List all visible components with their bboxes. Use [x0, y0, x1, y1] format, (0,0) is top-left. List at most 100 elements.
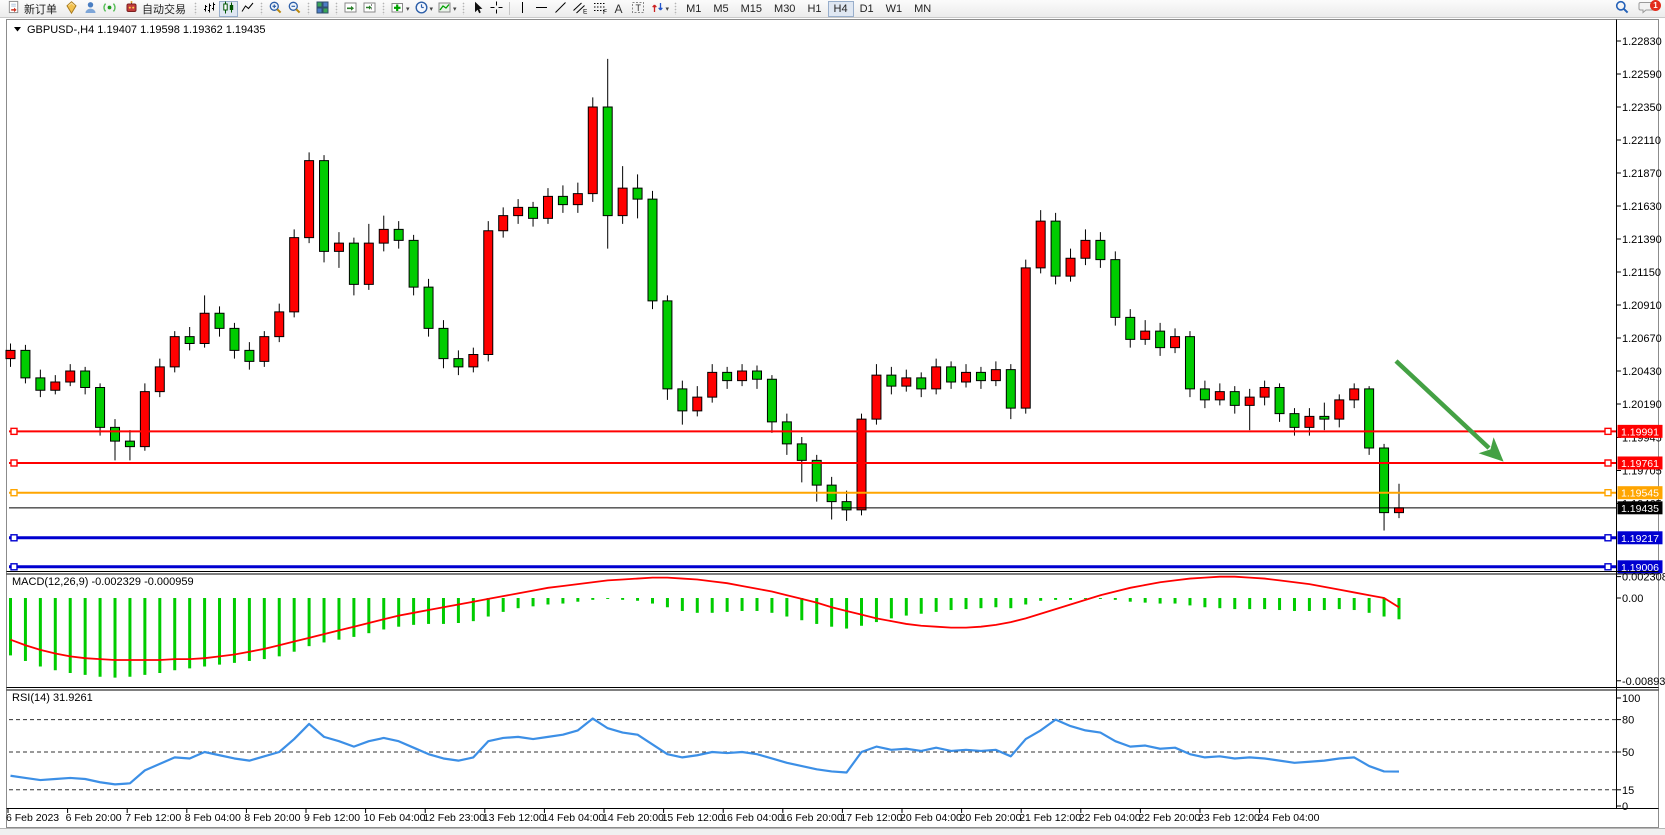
trendline-button[interactable] — [551, 1, 570, 17]
candle-body — [737, 370, 748, 382]
price-level-badge — [1617, 501, 1663, 515]
symbol-ohlc-title: GBPUSD-,H4 1.19407 1.19598 1.19362 1.194… — [27, 24, 266, 36]
symbol-dropdown-icon[interactable] — [14, 27, 21, 32]
chart-shift-button[interactable] — [360, 1, 379, 17]
timeframe-m1[interactable]: M1 — [680, 1, 707, 17]
line-handle[interactable] — [1604, 459, 1612, 467]
label-glyph: T — [635, 3, 641, 13]
chart-candles-button[interactable] — [219, 0, 238, 17]
candle-body — [796, 443, 807, 461]
templates-button[interactable]: ▾ — [435, 1, 459, 17]
candle-body — [259, 336, 270, 362]
bar-chart-icon — [202, 0, 217, 18]
price-tick-label: 1.21150 — [1622, 267, 1661, 279]
arrows-tool-button[interactable]: ▾ — [648, 1, 672, 17]
candle-body — [1259, 387, 1270, 398]
search-button[interactable] — [1612, 0, 1632, 17]
notifications-button[interactable]: 1 — [1636, 0, 1661, 17]
cursor-button[interactable] — [468, 1, 487, 17]
timeframe-h1[interactable]: H1 — [801, 1, 827, 17]
add-indicator-icon — [390, 0, 405, 18]
candle-body — [1170, 336, 1181, 349]
zoom-in-button[interactable] — [266, 1, 285, 17]
chart-bars-button[interactable] — [200, 1, 219, 17]
text-label-icon: T — [630, 0, 646, 18]
new-order-button[interactable]: 新订单 — [2, 0, 62, 17]
line-handle[interactable] — [10, 563, 18, 571]
auto-scroll-button[interactable] — [341, 1, 360, 17]
cursor-arrow-icon — [470, 0, 485, 18]
new-order-label: 新订单 — [24, 3, 57, 16]
zoom-out-button[interactable] — [285, 1, 304, 17]
vertical-line-button[interactable] — [513, 1, 532, 17]
line-handle[interactable] — [1604, 534, 1612, 542]
toolbar-grip — [461, 2, 465, 15]
rsi-axis-label: 50 — [1622, 747, 1634, 759]
timeframe-w1[interactable]: W1 — [880, 1, 909, 17]
price-level-badge — [1617, 424, 1663, 438]
macd-axis-label: 0.002308 — [1622, 572, 1665, 584]
rsi-axis-label: 15 — [1622, 785, 1634, 797]
candle-body — [363, 242, 374, 285]
time-axis-label: 8 Feb 04:00 — [185, 812, 241, 824]
line-handle[interactable] — [1604, 427, 1612, 436]
chart-shift-icon — [362, 0, 377, 18]
line-handle[interactable] — [10, 534, 18, 542]
price-level-badge-label: 1.19761 — [1621, 458, 1659, 470]
candle-body — [1274, 387, 1285, 415]
timeframe-h4[interactable]: H4 — [827, 0, 854, 17]
line-handle[interactable] — [1604, 488, 1612, 497]
candle-body — [856, 418, 867, 511]
periods-button[interactable]: ▾ — [412, 0, 436, 17]
chevron-down-icon: ▾ — [665, 5, 670, 13]
timeframe-m30[interactable]: M30 — [768, 1, 801, 17]
fibonacci-button[interactable]: F — [590, 1, 610, 17]
text-label-button[interactable]: T — [628, 1, 648, 17]
horizontal-line-button[interactable] — [532, 1, 551, 17]
indicators-button[interactable]: ▾ — [388, 1, 412, 17]
line-handle[interactable] — [10, 427, 18, 436]
channel-icon: E — [572, 0, 588, 18]
macd-signal-line — [10, 575, 1400, 661]
signal-button[interactable] — [100, 1, 119, 17]
tile-windows-icon — [315, 0, 330, 18]
profile-button[interactable] — [81, 1, 100, 17]
autotrading-button[interactable]: 自动交易 — [119, 0, 191, 17]
crystal-button[interactable] — [62, 0, 81, 17]
text-tool-button[interactable]: A — [610, 1, 628, 17]
price-tick-label: 1.22590 — [1622, 69, 1662, 81]
line-handle[interactable] — [10, 488, 18, 497]
autotrading-label: 自动交易 — [142, 3, 186, 16]
zoom-in-icon — [268, 0, 283, 18]
candle-body — [1110, 259, 1121, 318]
chart-line-button[interactable] — [238, 1, 257, 17]
candle-body — [80, 370, 91, 388]
timeframe-d1[interactable]: D1 — [854, 1, 880, 17]
timeframe-m15[interactable]: M15 — [735, 1, 768, 17]
line-handle[interactable] — [1604, 563, 1612, 571]
equidistant-channel-button[interactable]: E — [570, 1, 590, 17]
crosshair-button[interactable] — [487, 1, 506, 17]
candle-body — [662, 300, 673, 390]
tile-windows-button[interactable] — [313, 1, 332, 17]
toolbar: 新订单 自动交易 — [0, 0, 1665, 18]
candle-body — [901, 377, 912, 387]
candle-body — [1304, 415, 1315, 428]
time-axis-label: 14 Feb 04:00 — [542, 812, 604, 824]
timeframe-mn[interactable]: MN — [908, 1, 937, 17]
annotation-arrow[interactable] — [1394, 359, 1504, 462]
chart-title: GBPUSD-,H4 1.19407 1.19598 1.19362 1.194… — [14, 24, 266, 36]
candle-body — [244, 349, 255, 362]
price-tick-label: 1.21870 — [1622, 168, 1662, 180]
line-handle[interactable] — [10, 459, 18, 467]
timeframe-m5[interactable]: M5 — [707, 1, 734, 17]
candle-body — [20, 349, 31, 379]
candle-body — [1214, 391, 1225, 401]
fibo-glyph: F — [603, 9, 607, 15]
candle-body — [95, 387, 106, 428]
time-axis-label: 24 Feb 04:00 — [1258, 812, 1320, 824]
candle-body — [707, 371, 718, 398]
candle-body — [617, 187, 628, 217]
price-tick-label: 1.21630 — [1622, 201, 1662, 213]
